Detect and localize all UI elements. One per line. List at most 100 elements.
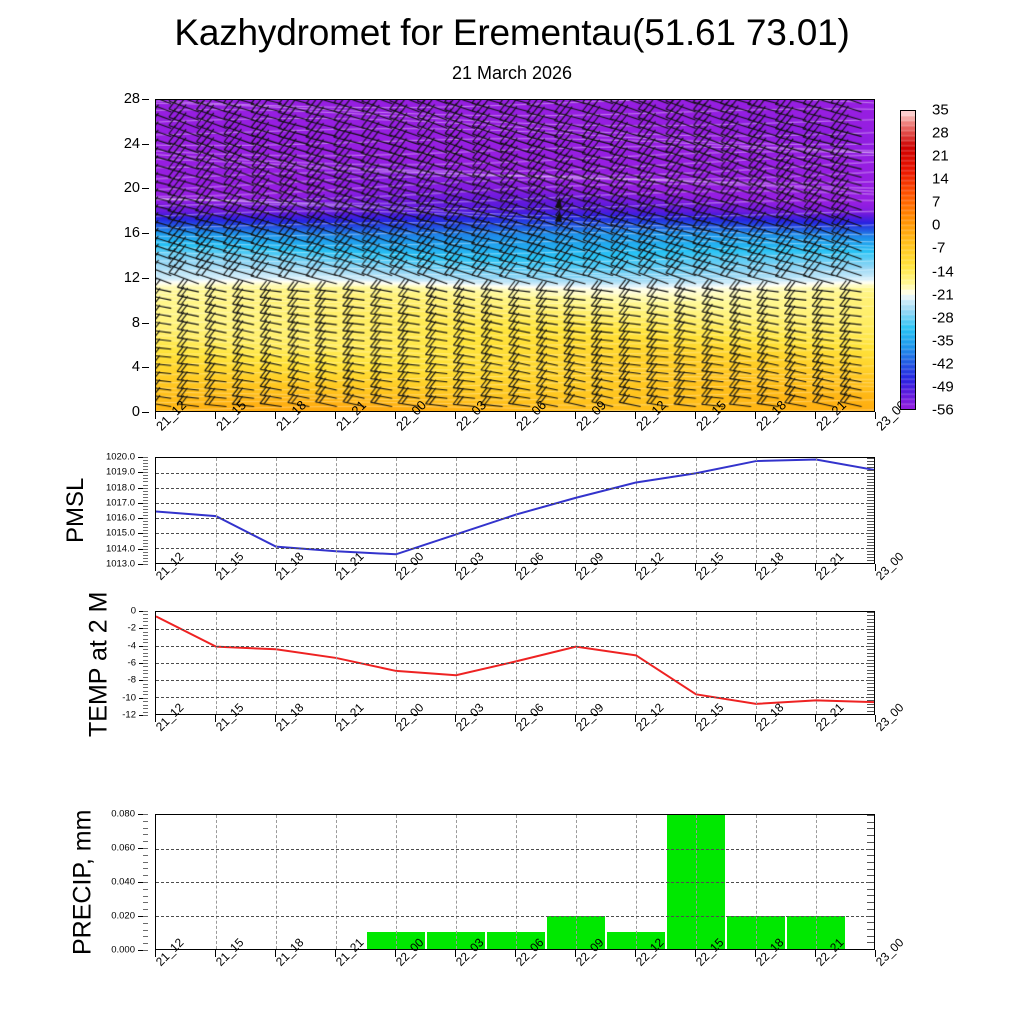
y-minor-tick-right (867, 542, 874, 543)
y-minor-tick (143, 820, 148, 822)
y-minor-tick (143, 457, 148, 458)
x-tick-mark (695, 950, 696, 957)
vertical-gridline (276, 458, 277, 563)
y-minor-tick (143, 834, 148, 836)
y-minor-tick (143, 463, 148, 465)
x-tick-mark (335, 412, 336, 419)
y-minor-tick-right (867, 494, 874, 495)
x-tick-mark (395, 412, 396, 419)
x-tick-mark (695, 412, 696, 419)
x-tick-mark (335, 715, 336, 722)
colorbar-tick-label: 21 (932, 147, 949, 165)
x-tick-mark (875, 412, 876, 419)
x-tick-mark (455, 950, 456, 957)
horizontal-gridline (156, 915, 874, 917)
y-minor-tick-right (867, 690, 874, 692)
y-minor-tick-right (867, 467, 874, 468)
y-tick-label: -6 (127, 657, 136, 669)
y-minor-tick (143, 642, 148, 644)
y-minor-tick (143, 690, 148, 692)
horizontal-gridline (156, 680, 874, 681)
y-minor-tick (143, 484, 148, 486)
colorbar-tick-label: -42 (932, 355, 954, 373)
x-tick-mark (575, 564, 576, 571)
y-minor-tick-right (867, 524, 874, 525)
y-minor-tick (143, 676, 148, 678)
y-tick-label: 0.080 (111, 808, 135, 820)
colorbar (900, 110, 916, 410)
temp-x-axis: 21_12 21_15 21_18 21_21 22_00 22_03 22_06 22_09… (153, 700, 906, 763)
y-minor-tick-right (867, 473, 874, 474)
y-minor-tick (143, 848, 148, 849)
y-minor-tick-right (867, 482, 874, 483)
y-minor-tick-right (867, 503, 874, 504)
y-tick-label: 0 (131, 404, 140, 420)
y-minor-tick (143, 505, 148, 507)
vertical-gridline (816, 458, 817, 563)
temp-plot[interactable] (155, 611, 875, 715)
vertical-gridline (756, 458, 757, 563)
x-tick-mark (755, 564, 756, 571)
y-minor-tick-right (867, 666, 874, 668)
y-minor-tick (143, 715, 148, 716)
x-tick-mark (155, 564, 156, 571)
vertical-gridline (396, 458, 397, 563)
y-tick-label: 20 (123, 180, 140, 197)
y-minor-tick-right (867, 835, 874, 837)
x-tick-label: 23_00 (873, 700, 907, 734)
x-tick-mark (155, 950, 156, 957)
x-tick-mark (635, 564, 636, 571)
y-minor-tick (143, 512, 148, 514)
y-minor-tick (143, 659, 148, 661)
y-minor-tick (143, 635, 148, 637)
x-tick-mark (275, 412, 276, 419)
y-tick-label: 16 (123, 225, 140, 242)
y-minor-tick-right (867, 512, 874, 513)
colorbar-tick-label: -7 (932, 239, 946, 257)
y-minor-tick (143, 460, 148, 462)
y-tick-label: 1018.0 (105, 482, 135, 494)
x-tick-mark (635, 412, 636, 419)
y-tick-label: 0 (130, 605, 136, 617)
y-minor-tick-right (867, 882, 874, 883)
cross-section-y-axis: 28 24 20 16 12 8 4 0 (105, 91, 149, 420)
y-minor-tick (143, 673, 148, 675)
y-minor-tick (143, 868, 148, 870)
y-minor-tick (143, 466, 148, 468)
y-minor-tick-right (867, 942, 874, 944)
y-minor-tick-right (867, 500, 874, 501)
x-tick-mark (635, 715, 636, 722)
y-minor-tick-right (867, 855, 874, 857)
y-minor-tick-right (867, 686, 874, 688)
y-minor-tick-right (867, 669, 874, 671)
y-minor-tick-right (867, 703, 874, 705)
y-minor-tick (143, 614, 148, 616)
cross-section-plot[interactable] (155, 99, 875, 412)
vertical-gridline (336, 458, 337, 563)
x-tick-mark (755, 950, 756, 957)
y-minor-tick (143, 854, 148, 856)
y-minor-tick-right (867, 551, 874, 552)
y-minor-tick (143, 493, 148, 495)
y-tick-label: 1020.0 (105, 451, 135, 463)
y-tick-label: 0.020 (111, 910, 135, 922)
y-minor-tick (143, 916, 148, 917)
precip-plot[interactable] (155, 814, 875, 950)
y-minor-tick-right (867, 646, 874, 647)
y-minor-tick-right (867, 663, 874, 664)
y-minor-tick (143, 909, 148, 911)
horizontal-gridline (156, 533, 874, 534)
precip-axis-title: PRECIP, mm (68, 809, 97, 956)
x-tick-mark (815, 715, 816, 722)
x-tick-mark (335, 950, 336, 957)
y-minor-tick (143, 697, 148, 699)
x-tick-mark (515, 412, 516, 419)
x-tick-mark (695, 715, 696, 722)
pmsl-plot[interactable] (155, 457, 875, 564)
y-minor-tick (143, 490, 148, 492)
y-minor-tick-right (867, 683, 874, 685)
y-minor-tick-right (867, 815, 874, 816)
y-minor-tick-right (867, 622, 874, 624)
x-tick-mark (275, 950, 276, 957)
y-minor-tick-right (867, 497, 874, 498)
